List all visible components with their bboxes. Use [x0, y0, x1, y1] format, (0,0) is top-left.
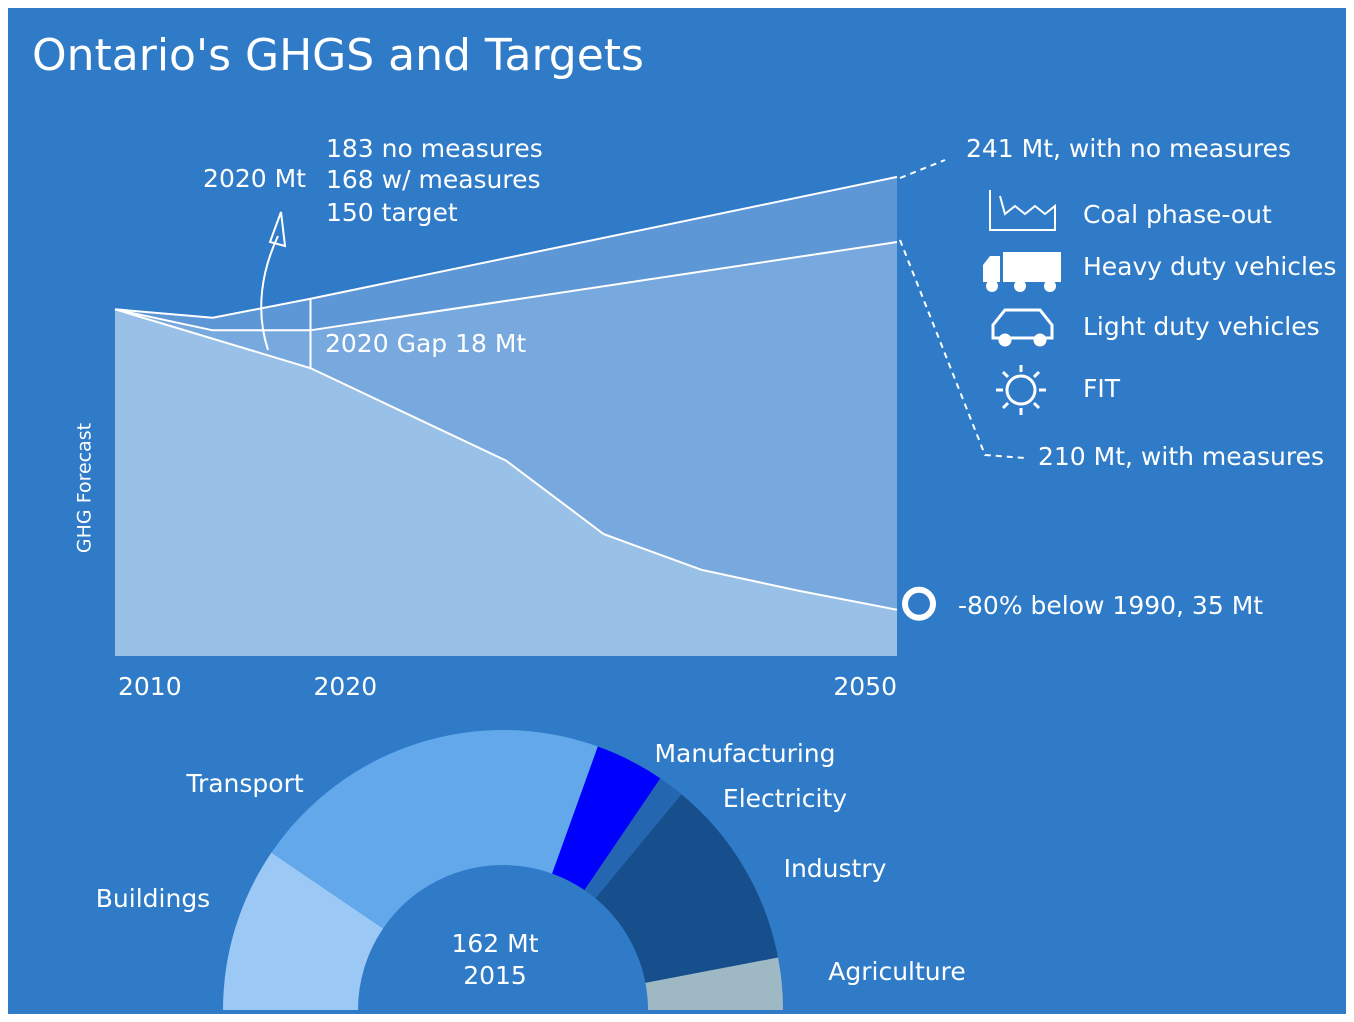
donut-segment	[552, 746, 661, 891]
truck-icon	[983, 252, 1061, 292]
donut-segment	[595, 794, 779, 983]
annotation: 183 no measures	[326, 134, 543, 163]
x-tick-label: 2020	[314, 672, 378, 701]
annotation: 150 target	[326, 198, 458, 227]
measure-label: Heavy duty vehicles	[1083, 252, 1336, 281]
x-tick-label: 2010	[118, 672, 182, 701]
line	[114, 241, 898, 332]
area	[115, 309, 897, 656]
segment-label: Manufacturing	[654, 739, 835, 768]
segment-label: Electricity	[723, 784, 847, 813]
arrow-head	[268, 211, 287, 248]
measure-label: Light duty vehicles	[1083, 312, 1320, 341]
plot: 2010 2020 2050	[114, 175, 936, 701]
connector	[899, 239, 1026, 459]
car-icon	[991, 308, 1054, 347]
target-marker	[902, 586, 936, 621]
annotation: 210 Mt, with measures	[1038, 442, 1324, 471]
line	[114, 308, 898, 611]
annotation: 2020 Gap 18 Mt	[325, 329, 526, 358]
x-tick-label: 2050	[833, 672, 897, 701]
annotation: 2020 Mt	[203, 164, 306, 193]
measure-label: Coal phase-out	[1083, 200, 1272, 229]
arrow	[260, 235, 279, 351]
sun-icon	[996, 365, 1046, 415]
donut-segment	[584, 778, 682, 899]
y-axis-label: GHG Forecast	[74, 423, 96, 553]
segment-label: Transport	[185, 769, 304, 798]
donut: Buildings Transport Manufacturing Electrici…	[96, 730, 966, 1010]
donut-segment	[223, 852, 384, 1010]
segment-label: Agriculture	[828, 957, 966, 986]
center-label: 2015	[463, 961, 527, 990]
segment-label: Buildings	[96, 884, 210, 913]
title: Ontario's GHGS and Targets	[32, 30, 644, 81]
factory-icon	[989, 190, 1056, 231]
donut-segment	[645, 957, 783, 1010]
donut-segment	[271, 730, 598, 929]
measure-label: FIT	[1083, 374, 1121, 403]
center-label: 162 Mt	[451, 929, 538, 958]
annotation: 241 Mt, with no measures	[966, 134, 1291, 163]
annotation: -80% below 1990, 35 Mt	[958, 591, 1263, 620]
segment-label: Industry	[784, 854, 887, 883]
connector	[899, 159, 946, 179]
annotation: 168 w/ measures	[326, 165, 541, 194]
